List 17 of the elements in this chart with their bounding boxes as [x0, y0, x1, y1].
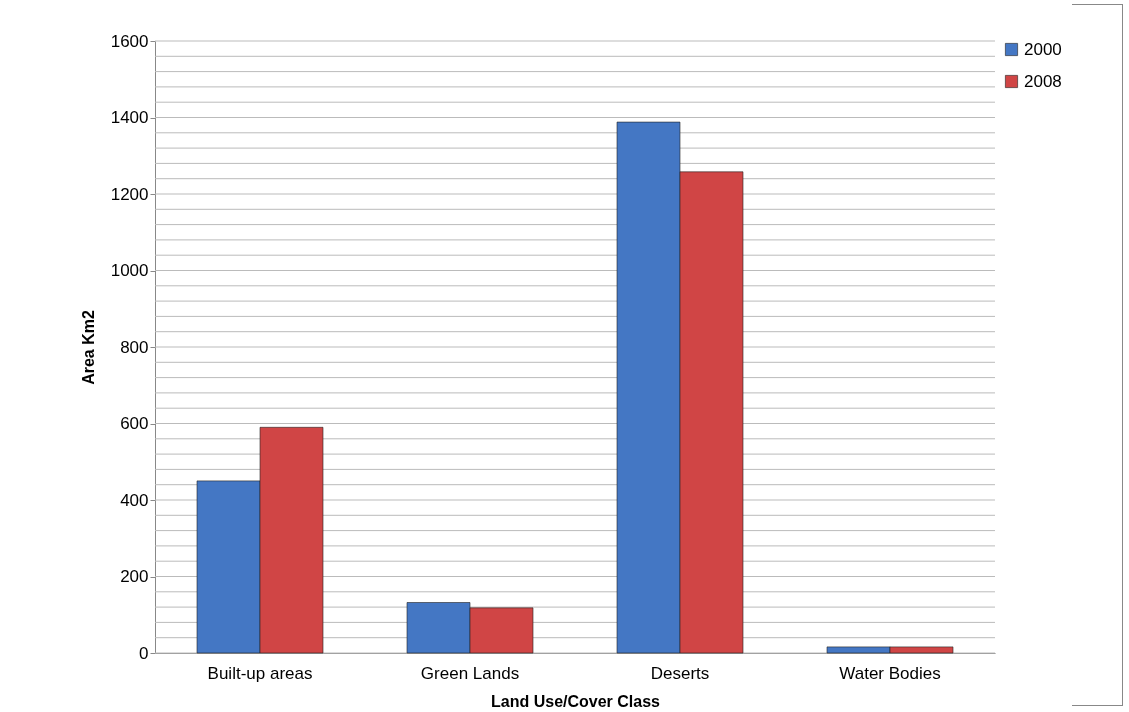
y-tick-label: 600	[120, 414, 149, 433]
y-axis-title: Area Km2	[79, 310, 97, 385]
y-tick-label: 200	[120, 567, 149, 586]
legend-label: 2000	[1024, 39, 1062, 59]
x-axis-title: Land Use/Cover Class	[491, 692, 661, 710]
x-tick-label: Built-up areas	[207, 663, 313, 683]
y-tick-label: 400	[120, 490, 149, 510]
legend-label: 2008	[1024, 71, 1062, 91]
y-tick-label: 0	[139, 643, 149, 663]
x-tick-label: Water Bodies	[839, 663, 941, 683]
y-tick-label: 1400	[110, 108, 149, 127]
x-tick-label: Green Lands	[420, 663, 520, 683]
y-tick-label: 800	[120, 337, 149, 357]
x-tick-label: Deserts	[650, 663, 710, 683]
y-tick-label: 1600	[110, 31, 149, 51]
y-tick-label: 1000	[110, 261, 149, 280]
y-tick-label: 1200	[110, 184, 149, 204]
